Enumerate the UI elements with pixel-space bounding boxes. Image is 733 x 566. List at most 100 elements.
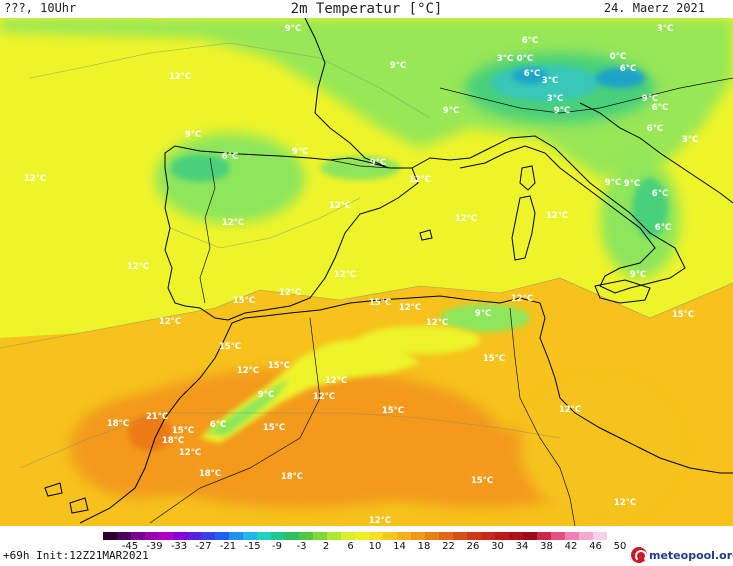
legend-label: 30 bbox=[491, 541, 504, 552]
temperature-label: 12°C bbox=[511, 294, 533, 304]
tell-atlas-cool bbox=[440, 304, 530, 332]
temperature-label: 6°C bbox=[524, 69, 540, 79]
temperature-label: 12°C bbox=[24, 174, 46, 184]
temperature-label: 12°C bbox=[279, 288, 301, 298]
meteopool-logo[interactable]: meteopool.org bbox=[631, 545, 733, 565]
legend-cell bbox=[481, 532, 495, 540]
atlas-mild bbox=[200, 338, 420, 443]
legend-cell bbox=[145, 532, 159, 540]
forecast-date: 24. Maerz 2021 bbox=[603, 1, 705, 15]
temperature-label: 9°C bbox=[554, 106, 570, 116]
contour-12a bbox=[169, 197, 361, 249]
legend-cell bbox=[159, 532, 173, 540]
temperature-label: 18°C bbox=[281, 472, 303, 482]
legend-cell bbox=[131, 532, 145, 540]
temperature-label: 0°C bbox=[610, 52, 626, 62]
legend-cell bbox=[523, 532, 537, 540]
legend-cell bbox=[509, 532, 523, 540]
sicily bbox=[594, 279, 651, 304]
map-canvas: 9°C9°C6°C3°C 0°C3°C6°C0°C6°C3°C3°C9°C9°C6… bbox=[0, 18, 733, 526]
temperature-label: 6°C bbox=[210, 420, 226, 430]
temperature-label: 6°C bbox=[652, 103, 668, 113]
libya-coast-zone bbox=[520, 378, 680, 518]
temperature-label: 9°C bbox=[642, 94, 658, 104]
temperature-label: 9°C bbox=[390, 61, 406, 71]
legend-label: -21 bbox=[219, 541, 237, 552]
contour-18 bbox=[19, 412, 561, 469]
alps-freezing-zone bbox=[595, 68, 645, 88]
legend-cell bbox=[243, 532, 257, 540]
corsica bbox=[519, 165, 536, 191]
temperature-label: 6°C bbox=[655, 223, 671, 233]
temperature-label: 9°C bbox=[258, 390, 274, 400]
legend-label: -15 bbox=[244, 541, 261, 552]
legend-cell bbox=[495, 532, 509, 540]
tell-atlas-mild bbox=[360, 326, 480, 354]
run-label: ???, 10Uhr bbox=[4, 1, 77, 15]
coastlines bbox=[44, 18, 733, 524]
legend-cell bbox=[565, 532, 579, 540]
forecast-run-info: +69h Init:12Z21MAR2021 bbox=[3, 549, 149, 562]
legend-cell bbox=[369, 532, 383, 540]
legend-label: 50 bbox=[613, 541, 627, 552]
canary-island-1 bbox=[44, 482, 63, 497]
spain-portugal-border bbox=[199, 157, 216, 304]
apennines-cool-zone bbox=[632, 178, 668, 238]
temperature-label: 18°C bbox=[162, 436, 184, 446]
legend-label: 38 bbox=[540, 541, 553, 552]
temperature-label: 18°C bbox=[107, 419, 129, 429]
north-africa-coast bbox=[79, 295, 733, 524]
temperature-label: 15°C bbox=[263, 423, 285, 433]
legend-label: 22 bbox=[442, 541, 455, 552]
temperature-label: 12°C bbox=[313, 392, 335, 402]
tunisia-libya-border bbox=[559, 467, 576, 526]
canary-island-2 bbox=[69, 497, 89, 514]
legend-label: 18 bbox=[417, 541, 431, 552]
temperature-label: 12°C bbox=[409, 175, 431, 185]
legend-cell bbox=[271, 532, 285, 540]
temperature-label: 9°C bbox=[370, 158, 386, 168]
temperature-label: 12°C bbox=[546, 211, 568, 221]
temperature-label: 15°C bbox=[268, 361, 290, 371]
atlas-cool bbox=[205, 378, 290, 436]
morocco-algeria-border bbox=[149, 317, 321, 524]
legend-label: 6 bbox=[347, 541, 354, 552]
temperature-label: 9°C bbox=[475, 309, 491, 319]
temperature-label: 12°C bbox=[237, 366, 259, 376]
temperature-label: 15°C bbox=[471, 476, 493, 486]
temperature-label: 0°C bbox=[517, 54, 533, 64]
adriatic-coast bbox=[579, 102, 733, 204]
legend-cell bbox=[453, 532, 467, 540]
color-legend bbox=[103, 532, 607, 540]
legend-cell bbox=[397, 532, 411, 540]
temperature-label: 12°C bbox=[325, 376, 347, 386]
legend-label: -45 bbox=[121, 541, 139, 552]
cantabrian-zone bbox=[170, 154, 230, 182]
legend-cell bbox=[173, 532, 187, 540]
iberia-coast bbox=[164, 145, 419, 321]
temperature-label: 12°C bbox=[329, 201, 351, 211]
legend-label: -39 bbox=[146, 541, 163, 552]
temperature-label: 9°C bbox=[630, 270, 646, 280]
temperature-label: 12°C bbox=[614, 498, 636, 508]
temperature-label: 12°C bbox=[179, 448, 201, 458]
legend-cell bbox=[425, 532, 439, 540]
legend-cell bbox=[327, 532, 341, 540]
legend-label: 42 bbox=[564, 541, 578, 552]
temperature-label: 3°C bbox=[547, 94, 563, 104]
spain-france-border bbox=[329, 159, 391, 169]
legend-cell bbox=[383, 532, 397, 540]
temperature-label: 6°C bbox=[620, 64, 636, 74]
legend-cell bbox=[467, 532, 481, 540]
france-west-coast bbox=[304, 18, 386, 167]
temperature-label: 15°C bbox=[382, 406, 404, 416]
temperature-label: 9°C bbox=[292, 147, 308, 157]
legend-cell bbox=[439, 532, 453, 540]
temperature-label: 15°C bbox=[233, 296, 255, 306]
legend-label: -33 bbox=[170, 541, 188, 552]
sardinia bbox=[511, 195, 536, 261]
legend-cell bbox=[201, 532, 215, 540]
logo-text: meteopool.org bbox=[649, 548, 733, 562]
temperature-label: 12°C bbox=[426, 318, 448, 328]
